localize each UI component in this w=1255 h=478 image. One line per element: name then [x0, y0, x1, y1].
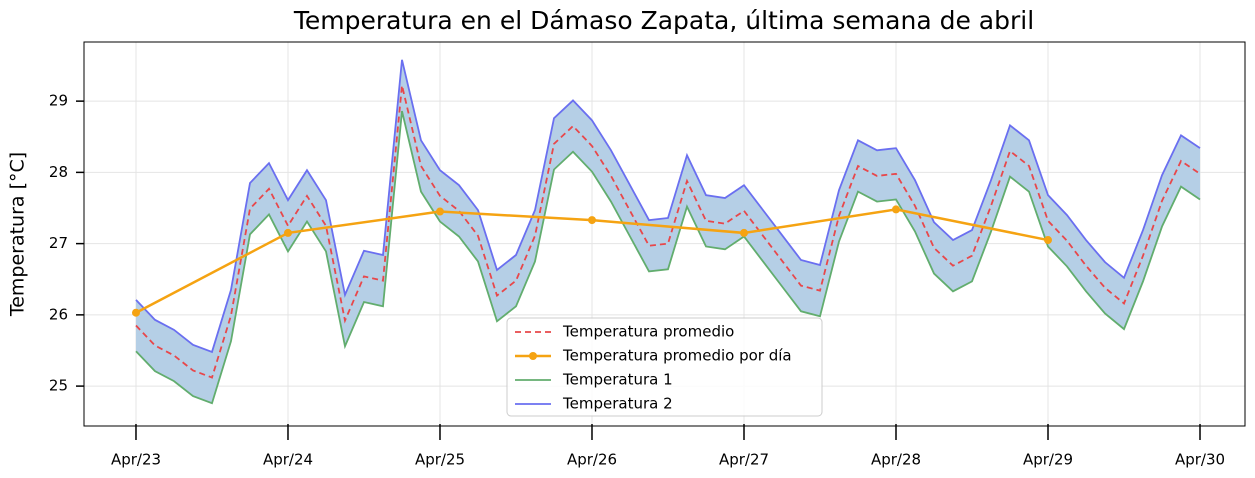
- y-tick-label: 29: [49, 92, 68, 110]
- y-tick-label: 26: [49, 305, 68, 323]
- x-tick-label: Apr/26: [567, 451, 617, 469]
- series-marker: [587, 216, 596, 225]
- y-tick-label: 27: [49, 234, 68, 252]
- chart-title: Temperatura en el Dámaso Zapata, última …: [293, 6, 1034, 35]
- series-marker: [283, 228, 292, 237]
- y-tick-label: 25: [49, 377, 68, 395]
- x-tick-label: Apr/30: [1175, 451, 1225, 469]
- series-marker: [131, 308, 140, 317]
- fill-between: [135, 59, 1201, 404]
- series-marker: [739, 228, 748, 237]
- legend-box: [506, 317, 823, 417]
- x-tick-label: Apr/23: [111, 451, 161, 469]
- series-marker: [892, 205, 901, 214]
- legend-label: Temperatura promedio: [562, 323, 734, 341]
- series-line: [135, 59, 1201, 354]
- series-marker: [435, 207, 444, 216]
- plot-frame: [83, 41, 1246, 427]
- x-tick-label: Apr/27: [719, 451, 769, 469]
- x-tick-label: Apr/28: [871, 451, 921, 469]
- x-tick-label: Apr/24: [263, 451, 313, 469]
- legend-label: Temperatura promedio por día: [562, 347, 792, 365]
- series-line: [135, 85, 1201, 379]
- series-marker: [1044, 236, 1053, 245]
- y-tick-label: 28: [49, 163, 68, 181]
- series-line: [135, 110, 1201, 405]
- x-tick-label: Apr/25: [415, 451, 465, 469]
- legend-marker: [529, 352, 537, 360]
- x-tick-label: Apr/29: [1023, 451, 1073, 469]
- legend-label: Temperatura 1: [562, 371, 673, 389]
- y-axis-label: Temperatura [°C]: [7, 152, 29, 317]
- legend-label: Temperatura 2: [562, 395, 673, 413]
